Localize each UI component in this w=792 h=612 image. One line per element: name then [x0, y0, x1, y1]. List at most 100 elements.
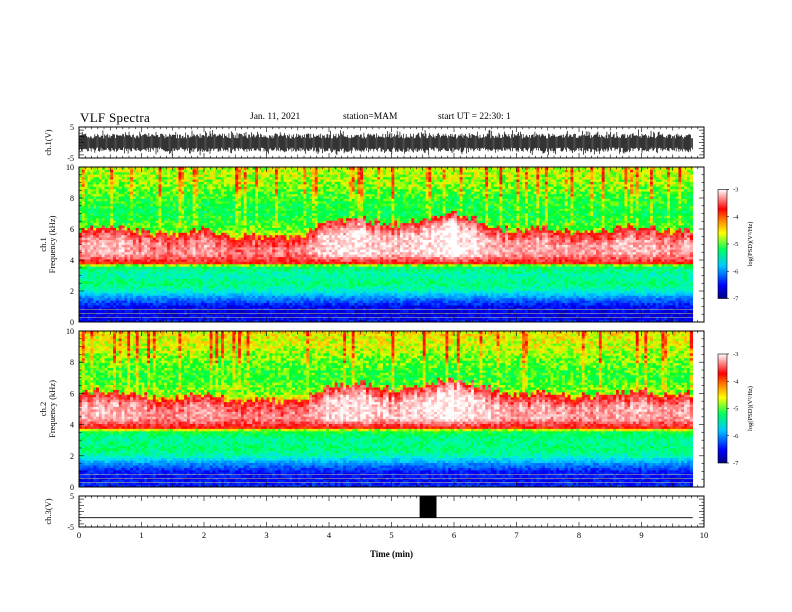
spectrogram-cell — [193, 206, 196, 209]
spectrogram-cell — [127, 269, 130, 272]
spectrogram-cell — [99, 179, 102, 182]
spectrogram-cell — [107, 300, 110, 303]
spectrogram-cell — [269, 274, 272, 277]
spectrogram-cell — [187, 242, 190, 245]
spectrogram-cell — [122, 177, 125, 180]
spectrogram-cell — [88, 305, 91, 308]
spectrogram-cell — [204, 172, 207, 175]
spectrogram-cell — [153, 278, 156, 281]
spectrogram-cell — [258, 218, 261, 221]
spectrogram-cell — [190, 189, 193, 192]
spectrogram-cell — [105, 278, 108, 281]
spectrogram-cell — [88, 264, 91, 267]
spectrogram-cell — [93, 218, 96, 221]
spectrogram-cell — [267, 201, 270, 204]
spectrogram-cell — [144, 295, 147, 298]
spectrogram-cell — [215, 203, 218, 206]
spectrogram-cell — [187, 211, 190, 214]
spectrogram-cell — [249, 264, 252, 267]
spectrogram-cell — [119, 254, 122, 257]
spectrogram-cell — [178, 293, 181, 296]
spectrogram-cell — [170, 298, 173, 301]
spectrogram-cell — [176, 254, 179, 257]
spectrogram-cell — [150, 232, 153, 235]
spectrogram-cell — [176, 266, 179, 269]
spectrogram-cell — [247, 278, 250, 281]
spectrogram-cell — [278, 235, 281, 238]
spectrogram-cell — [201, 295, 204, 298]
spectrogram-cell — [170, 305, 173, 308]
spectrogram-cell — [107, 242, 110, 245]
spectrogram-cell — [215, 245, 218, 248]
spectrogram-cell — [122, 307, 125, 310]
spectrogram-cell — [107, 232, 110, 235]
ch1-spectrogram-panel: 0246810ch.1 Frequency (kHz) — [38, 163, 704, 327]
spectrogram-cell — [238, 228, 241, 231]
spectrogram-cell — [261, 220, 264, 223]
spectrogram-cell — [105, 261, 108, 264]
spectrogram-cell — [173, 169, 176, 172]
spectrogram-cell — [96, 295, 99, 298]
spectrogram-cell — [164, 206, 167, 209]
spectrogram-cell — [110, 232, 113, 235]
spectrogram-cell — [284, 252, 287, 255]
spectrogram-cell — [93, 288, 96, 291]
spectrogram-cell — [215, 293, 218, 296]
spectrogram-cell — [147, 174, 150, 177]
spectrogram-cell — [215, 310, 218, 313]
spectrogram-cell — [159, 201, 162, 204]
spectrogram-cell — [130, 261, 133, 264]
spectrogram-cell — [258, 179, 261, 182]
spectrogram-cell — [107, 213, 110, 216]
spectrogram-cell — [207, 266, 210, 269]
spectrogram-cell — [139, 310, 142, 313]
spectrogram-cell — [102, 182, 105, 185]
spectrogram-cell — [159, 261, 162, 264]
spectrogram-cell — [267, 211, 270, 214]
spectrogram-cell — [247, 291, 250, 294]
spectrogram-cell — [142, 228, 145, 231]
spectrogram-cell — [93, 228, 96, 231]
spectrogram-cell — [136, 286, 139, 289]
spectrogram-cell — [221, 230, 224, 233]
spectrogram-cell — [218, 240, 221, 243]
spectrogram-cell — [173, 179, 176, 182]
spectrogram-cell — [178, 220, 181, 223]
spectrogram-cell — [286, 281, 289, 284]
spectrogram-cell — [218, 242, 221, 245]
spectrogram-cell — [213, 235, 216, 238]
spectrogram-cell — [275, 298, 278, 301]
spectrogram-cell — [269, 249, 272, 252]
spectrogram-cell — [113, 269, 116, 272]
spectrogram-cell — [124, 186, 127, 189]
spectrogram-cell — [204, 211, 207, 214]
spectrogram-cell — [258, 293, 261, 296]
spectrogram-cell — [286, 198, 289, 201]
spectrogram-cell — [193, 281, 196, 284]
spectrogram-cell — [193, 295, 196, 298]
spectrogram-cell — [153, 201, 156, 204]
spectrogram-cell — [264, 295, 267, 298]
spectrogram-cell — [244, 232, 247, 235]
spectrogram-cell — [127, 257, 130, 260]
spectrogram-cell — [247, 247, 250, 250]
spectrogram-cell — [173, 286, 176, 289]
spectrogram-cell — [204, 303, 207, 306]
spectrogram-cell — [124, 169, 127, 172]
spectrogram-cell — [184, 232, 187, 235]
spectrogram-cell — [187, 283, 190, 286]
spectrogram-cell — [252, 266, 255, 269]
spectrogram-cell — [90, 196, 93, 199]
spectrogram-cell — [147, 230, 150, 233]
spectrogram-cell — [164, 305, 167, 308]
spectrogram-cell — [261, 261, 264, 264]
spectrogram-cell — [227, 293, 230, 296]
spectrogram-cell — [181, 220, 184, 223]
spectrogram-cell — [241, 271, 244, 274]
spectrogram-cell — [255, 211, 258, 214]
spectrogram-cell — [113, 240, 116, 243]
spectrogram-cell — [235, 174, 238, 177]
spectrogram-cell — [252, 172, 255, 175]
spectrogram-cell — [170, 186, 173, 189]
spectrogram-cell — [105, 196, 108, 199]
